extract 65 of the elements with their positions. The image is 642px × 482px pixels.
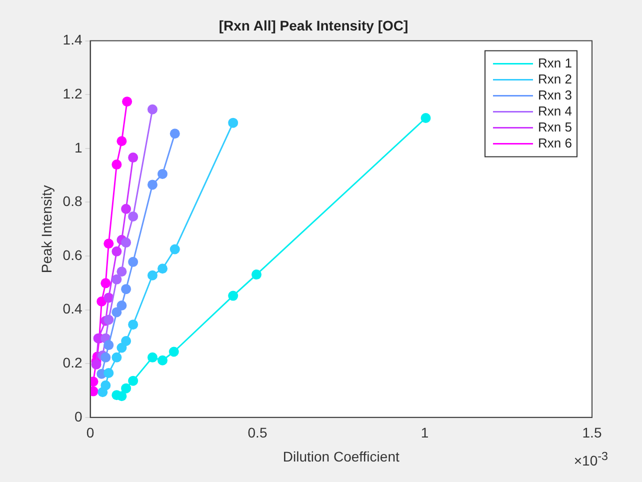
point [116,266,127,277]
point [158,355,168,366]
point [91,359,102,370]
point [112,246,122,256]
point [121,383,132,394]
x-tick-label: 1 [420,424,429,441]
point [112,274,122,284]
y-tick-label: 1.2 [62,85,82,102]
point [420,113,431,124]
point [128,320,138,330]
point [104,314,114,325]
point [112,307,122,318]
legend-label: Rxn 5 [538,119,572,134]
point [128,256,138,267]
point [121,336,132,346]
point [104,340,114,350]
point [128,376,138,386]
point [228,290,238,301]
point [228,118,238,128]
point [170,244,180,254]
point [116,300,127,310]
point [100,352,111,362]
point [121,238,132,248]
y-tick-label: 0.8 [62,193,82,210]
y-tick-label: 0.4 [62,300,82,317]
point [104,368,114,378]
point [122,96,132,107]
x-tick-label: 1.5 [582,424,602,441]
chart-title: [Rxn All] Peak Intensity [OC] [218,17,408,34]
point [104,238,114,249]
point [100,380,111,390]
point [147,104,158,114]
x-tick-label: 0.5 [248,424,268,441]
point [158,168,168,179]
point [147,352,158,362]
x-tick-label: 0 [86,424,94,441]
point [116,136,127,146]
point [100,278,111,288]
legend-label: Rxn 2 [538,71,572,86]
y-tick-label: 0.2 [62,354,82,370]
point [158,264,168,274]
point [112,160,122,170]
y-tick-label: 1 [74,139,82,156]
legend-label: Rxn 1 [538,55,572,70]
point [121,204,132,214]
point [121,284,132,294]
y-tick-label: 1.4 [62,32,82,48]
point [128,152,138,163]
legend-label: Rxn 6 [538,135,572,150]
point [104,292,114,303]
y-tick-label: 0 [74,408,82,424]
y-tick-label: 0.6 [62,246,82,263]
point [168,346,179,357]
text: ×10$^{-3}$ [574,450,608,469]
x-axis-title: Dilution Coefficient [282,448,400,464]
y-axis-title: Peak Intensity [38,185,54,274]
legend-label: Rxn 3 [538,87,572,102]
point [170,128,180,139]
point [252,270,262,280]
point [147,270,158,280]
point [128,211,138,222]
point [116,391,127,402]
legend-label: Rxn 4 [538,103,572,118]
point [112,352,122,362]
point [147,180,158,190]
